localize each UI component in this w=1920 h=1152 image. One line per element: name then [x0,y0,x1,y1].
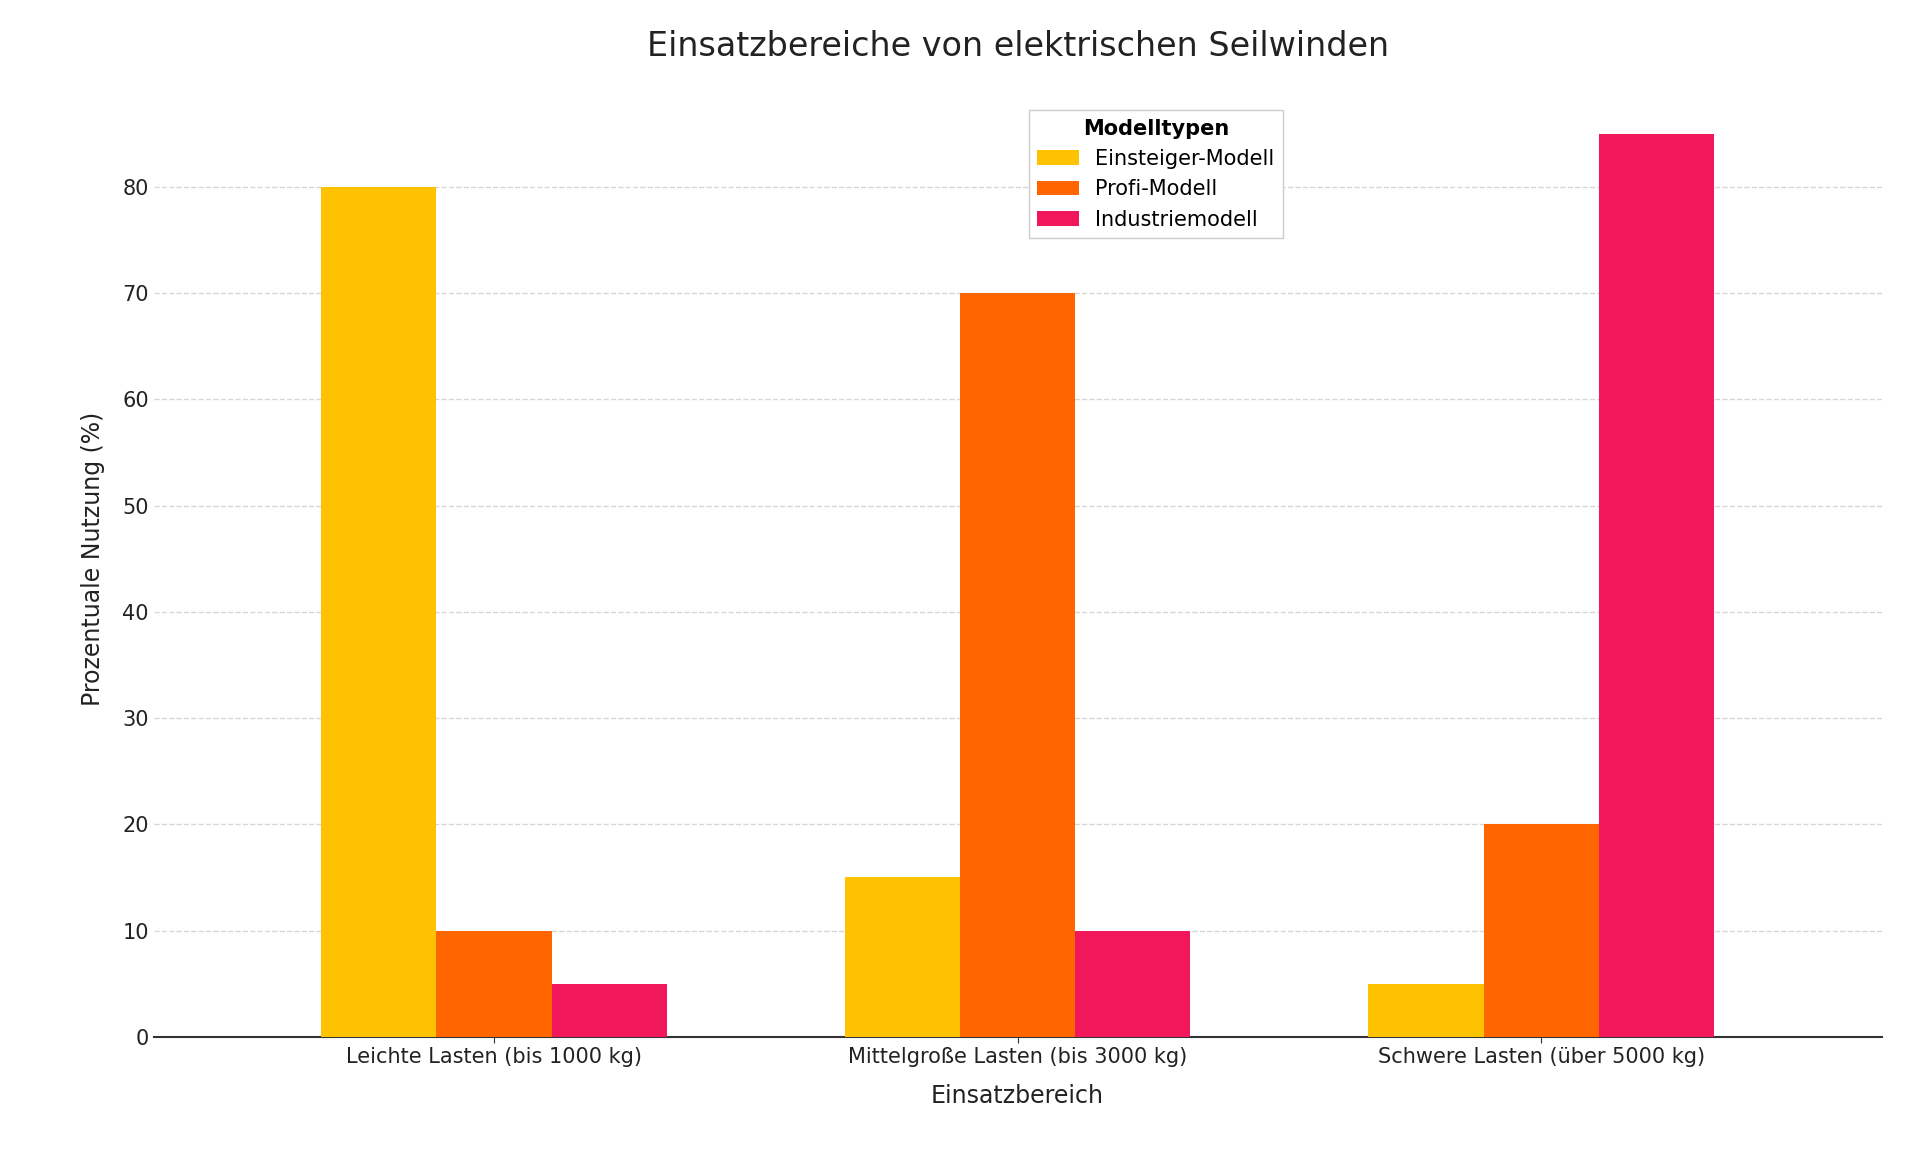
Bar [1075,931,1190,1037]
Bar [845,878,960,1037]
Bar [1369,984,1484,1037]
Bar [551,984,666,1037]
Bar [321,187,436,1037]
Y-axis label: Prozentuale Nutzung (%): Prozentuale Nutzung (%) [81,411,106,706]
Bar [960,293,1075,1037]
Title: Einsatzbereiche von elektrischen Seilwinden: Einsatzbereiche von elektrischen Seilwin… [647,30,1388,62]
Bar [1484,825,1599,1037]
Legend: Einsteiger-Modell, Profi-Modell, Industriemodell: Einsteiger-Modell, Profi-Modell, Industr… [1029,111,1283,238]
Bar [436,931,551,1037]
Bar [1599,134,1715,1037]
X-axis label: Einsatzbereich: Einsatzbereich [931,1084,1104,1108]
